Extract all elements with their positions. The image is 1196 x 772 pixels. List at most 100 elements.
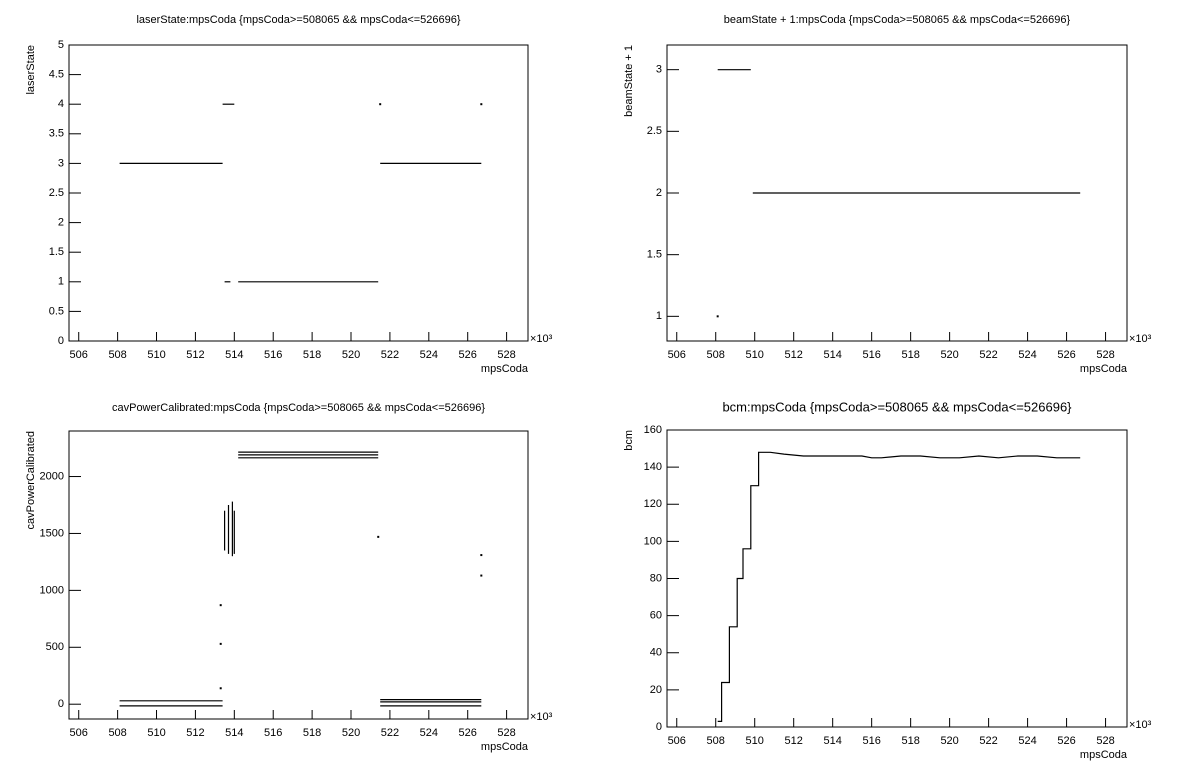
x-tick-label: 528: [497, 349, 515, 361]
x-tick-label: 516: [862, 349, 880, 361]
x-tick-label: 520: [342, 727, 360, 739]
y-tick-label: 0: [656, 721, 662, 733]
x-tick-label: 506: [70, 349, 88, 361]
x-tick-label: 520: [940, 735, 958, 747]
point: [219, 604, 222, 607]
point: [379, 103, 382, 106]
x-tick-label: 528: [1096, 349, 1114, 361]
x-tick-label: 508: [707, 349, 725, 361]
x-tick-label: 522: [979, 349, 997, 361]
x-tick-label: 506: [668, 735, 686, 747]
x-tick-label: 514: [823, 735, 841, 747]
y-tick-label: 500: [46, 641, 64, 653]
x-tick-label: 518: [901, 735, 919, 747]
x-tick-label: 508: [108, 727, 126, 739]
chart-title: cavPowerCalibrated:mpsCoda {mpsCoda>=508…: [112, 402, 485, 414]
y-tick-label: 160: [644, 424, 662, 436]
y-tick-label: 2.5: [647, 125, 662, 137]
chart-title: bcm:mpsCoda {mpsCoda>=508065 && mpsCoda<…: [722, 399, 1072, 414]
x-tick-label: 524: [420, 727, 438, 739]
y-tick-label: 3: [656, 64, 662, 76]
x-multiplier: ×10³: [1129, 333, 1152, 345]
y-tick-label: 4.5: [49, 69, 64, 81]
y-tick-label: 3.5: [49, 128, 64, 140]
x-tick-label: 516: [264, 349, 282, 361]
y-tick-label: 1.5: [49, 246, 64, 258]
y-tick-label: 0.5: [49, 305, 64, 317]
x-tick-label: 512: [186, 349, 204, 361]
y-tick-label: 140: [644, 461, 662, 473]
x-tick-label: 522: [381, 349, 399, 361]
y-tick-label: 1: [58, 276, 64, 288]
y-axis-label: bcm: [623, 430, 635, 451]
x-tick-label: 524: [1018, 735, 1036, 747]
point: [219, 687, 222, 690]
x-axis-label: mpsCoda: [1080, 363, 1128, 375]
point: [480, 574, 483, 577]
y-tick-label: 0: [58, 335, 64, 347]
plot-frame: [68, 430, 529, 720]
y-tick-label: 40: [650, 647, 662, 659]
chart-title: beamState + 1:mpsCoda {mpsCoda>=508065 &…: [724, 14, 1071, 26]
x-multiplier: ×10³: [1129, 719, 1152, 731]
x-axis-label: mpsCoda: [1080, 749, 1128, 761]
y-tick-label: 120: [644, 498, 662, 510]
y-tick-label: 1: [656, 310, 662, 322]
x-tick-label: 508: [707, 735, 725, 747]
y-tick-label: 0: [58, 698, 64, 710]
x-tick-label: 510: [746, 349, 764, 361]
x-multiplier: ×10³: [530, 333, 553, 345]
chart-title: laserState:mpsCoda {mpsCoda>=508065 && m…: [136, 14, 460, 26]
x-tick-label: 520: [940, 349, 958, 361]
x-tick-label: 526: [1057, 349, 1075, 361]
x-tick-label: 516: [862, 735, 880, 747]
point: [480, 554, 483, 557]
y-tick-label: 5: [58, 39, 64, 51]
x-axis-label: mpsCoda: [481, 741, 529, 753]
x-tick-label: 512: [785, 735, 803, 747]
y-tick-label: 2: [656, 187, 662, 199]
plot-frame: [666, 429, 1128, 728]
x-axis-label: mpsCoda: [481, 363, 529, 375]
x-tick-label: 522: [979, 735, 997, 747]
y-tick-label: 1000: [40, 584, 64, 596]
y-axis-label: beamState + 1: [623, 45, 635, 117]
y-tick-label: 4: [58, 98, 64, 110]
y-tick-label: 2: [58, 217, 64, 229]
plot-frame: [68, 44, 529, 342]
y-tick-label: 3: [58, 157, 64, 169]
point: [219, 642, 222, 645]
x-tick-label: 518: [303, 349, 321, 361]
y-tick-label: 2.5: [49, 187, 64, 199]
x-tick-label: 510: [147, 349, 165, 361]
x-tick-label: 512: [785, 349, 803, 361]
point: [377, 535, 380, 538]
x-tick-label: 510: [746, 735, 764, 747]
y-axis-label: cavPowerCalibrated: [25, 431, 37, 529]
y-axis-label: laserState: [25, 45, 37, 95]
x-tick-label: 528: [1096, 735, 1114, 747]
x-tick-label: 510: [147, 727, 165, 739]
x-tick-label: 506: [70, 727, 88, 739]
data-line: [717, 451, 1081, 722]
x-multiplier: ×10³: [530, 711, 553, 723]
x-tick-label: 528: [497, 727, 515, 739]
x-tick-label: 514: [823, 349, 841, 361]
x-tick-label: 514: [225, 349, 243, 361]
point: [480, 103, 483, 106]
y-tick-label: 80: [650, 572, 662, 584]
x-tick-label: 518: [303, 727, 321, 739]
y-tick-label: 20: [650, 684, 662, 696]
x-tick-label: 512: [186, 727, 204, 739]
x-tick-label: 522: [381, 727, 399, 739]
x-tick-label: 518: [901, 349, 919, 361]
x-tick-label: 526: [1057, 735, 1075, 747]
x-tick-label: 520: [342, 349, 360, 361]
y-tick-label: 2000: [40, 470, 64, 482]
x-tick-label: 526: [459, 349, 477, 361]
x-tick-label: 524: [420, 349, 438, 361]
y-tick-label: 1.5: [647, 249, 662, 261]
x-tick-label: 526: [459, 727, 477, 739]
y-tick-label: 1500: [40, 527, 64, 539]
point: [716, 315, 719, 318]
